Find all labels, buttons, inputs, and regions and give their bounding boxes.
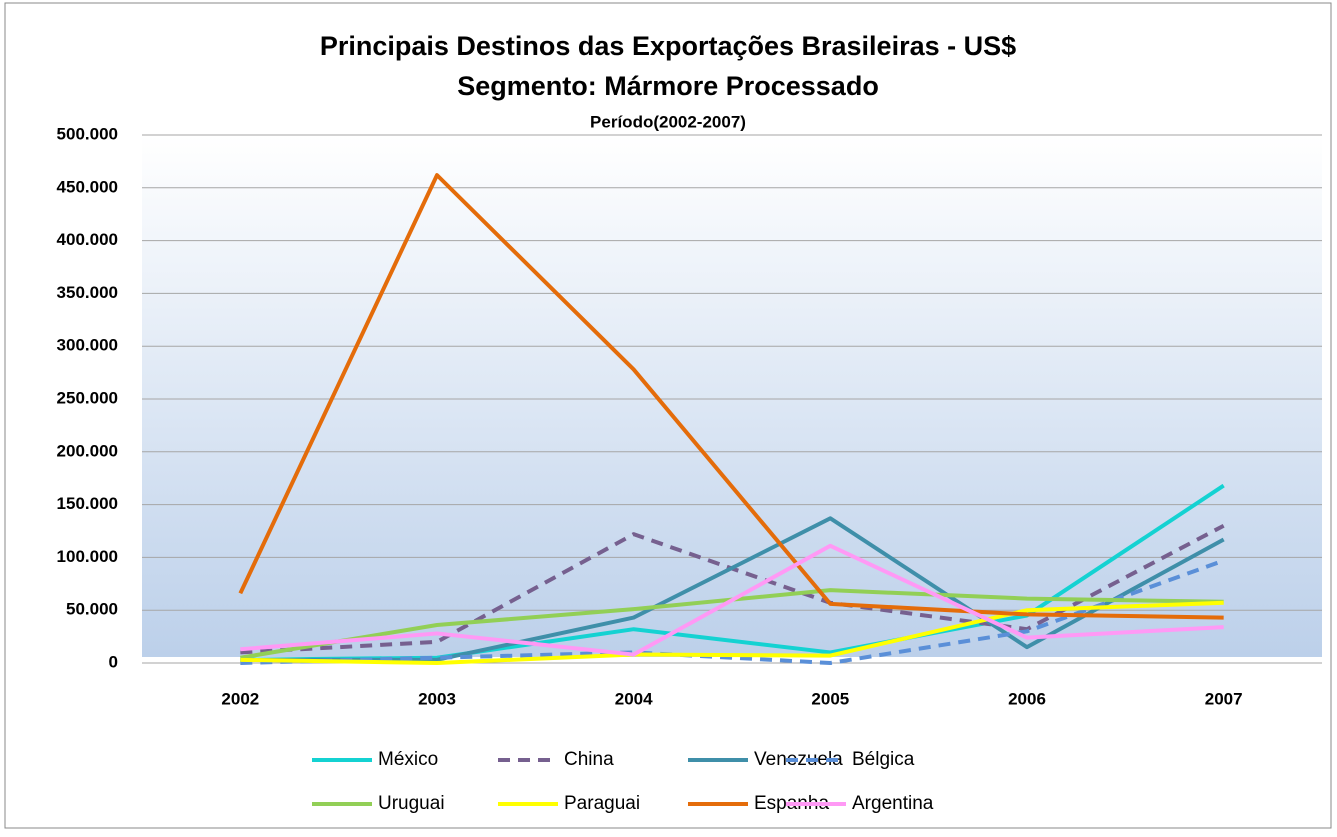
y-tick-label: 250.000 bbox=[57, 388, 118, 407]
legend-label: Paraguai bbox=[564, 793, 640, 814]
x-tick-label: 2003 bbox=[418, 689, 456, 708]
y-tick-label: 300.000 bbox=[57, 336, 118, 355]
legend-label: Bélgica bbox=[852, 749, 915, 770]
series-line bbox=[240, 543, 1224, 657]
y-tick-label: 400.000 bbox=[57, 230, 118, 249]
y-tick-label: 50.000 bbox=[66, 600, 118, 619]
chart-title: Principais Destinos das Exportações Bras… bbox=[320, 31, 1016, 61]
x-tick-label: 2005 bbox=[811, 689, 849, 708]
plot-area bbox=[142, 135, 1322, 657]
chart-period: Período(2002-2007) bbox=[590, 112, 746, 131]
y-tick-label: 200.000 bbox=[57, 441, 118, 460]
series-line bbox=[240, 558, 1225, 665]
legend-label: Venezuela bbox=[754, 749, 843, 770]
series-line bbox=[238, 173, 1224, 620]
chart-subtitle: Segmento: Mármore Processado bbox=[457, 71, 879, 101]
y-tick-label: 500.000 bbox=[57, 124, 118, 143]
legend-label: México bbox=[378, 749, 438, 770]
x-tick-label: 2002 bbox=[221, 689, 259, 708]
x-tick-label: 2004 bbox=[615, 689, 653, 708]
legend-label: China bbox=[564, 749, 614, 770]
legend-label: Uruguai bbox=[378, 793, 445, 814]
legend-label: Argentina bbox=[852, 793, 934, 814]
x-tick-label: 2006 bbox=[1008, 689, 1046, 708]
x-tick-label: 2007 bbox=[1205, 689, 1243, 708]
series-line bbox=[240, 600, 1224, 665]
y-tick-label: 350.000 bbox=[57, 283, 118, 302]
y-tick-label: 450.000 bbox=[57, 177, 118, 196]
y-tick-label: 100.000 bbox=[57, 547, 118, 566]
y-tick-label: 0 bbox=[109, 652, 118, 671]
y-tick-label: 150.000 bbox=[57, 494, 118, 513]
